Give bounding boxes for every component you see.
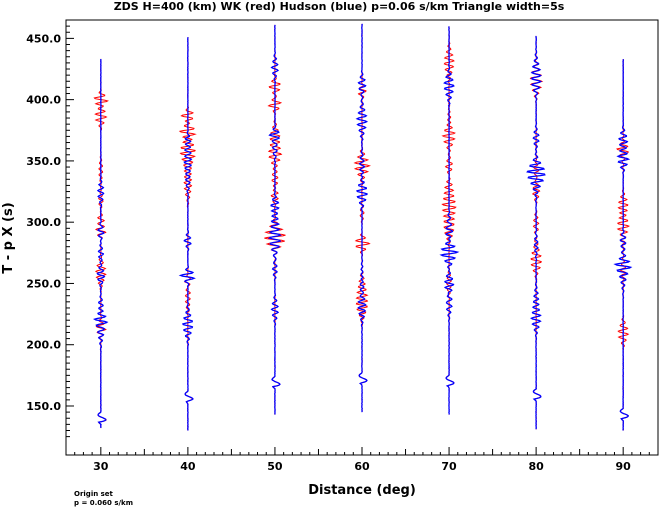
y-tick-label: 250.0 xyxy=(26,277,61,290)
traces-layer xyxy=(92,23,633,431)
trace-30-hudson xyxy=(92,58,109,429)
trace-40-hudson xyxy=(178,37,196,431)
trace-50-hudson xyxy=(267,24,282,415)
x-tick-label: 60 xyxy=(354,460,370,473)
y-tick-label: 150.0 xyxy=(26,400,61,413)
y-tick-label: 400.0 xyxy=(26,94,61,107)
y-tick-label: 300.0 xyxy=(26,216,61,229)
trace-90-hudson xyxy=(613,59,633,431)
trace-80-hudson xyxy=(526,35,546,430)
chart-title: ZDS H=400 (km) WK (red) Hudson (blue) p=… xyxy=(114,0,565,13)
x-axis-label: Distance (deg) xyxy=(308,483,416,498)
y-tick-label: 350.0 xyxy=(26,155,61,168)
y-axis: 150.0 200.0 250.0 300.0 350.0 400.0 450.0 xyxy=(26,25,74,438)
x-tick-label: 90 xyxy=(616,460,632,473)
x-axis: 30 40 50 60 70 80 90 xyxy=(74,447,650,473)
x-tick-label: 80 xyxy=(528,460,544,473)
footer-p: p = 0.060 s/km xyxy=(74,499,133,507)
x-tick-label: 70 xyxy=(441,460,457,473)
x-tick-label: 40 xyxy=(180,460,196,473)
trace-60-hudson xyxy=(355,23,369,413)
y-axis-label: T - p X (s) xyxy=(1,202,16,273)
trace-70-hudson xyxy=(439,26,460,415)
x-tick-label: 50 xyxy=(267,460,283,473)
y-tick-label: 200.0 xyxy=(26,339,61,352)
x-tick-label: 30 xyxy=(93,460,109,473)
y-tick-label: 450.0 xyxy=(26,32,61,45)
footer-origin: Origin set xyxy=(74,490,114,498)
